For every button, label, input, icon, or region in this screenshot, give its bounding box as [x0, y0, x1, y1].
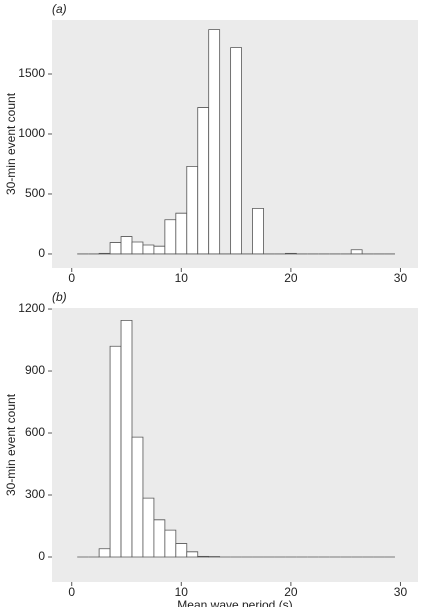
histogram-bar: [153, 519, 166, 558]
y-tick-label: 0: [38, 246, 45, 260]
histogram-bar: [164, 529, 177, 558]
x-tick-label: 30: [394, 271, 408, 285]
histogram-bar: [109, 242, 122, 255]
histogram-bar: [285, 252, 297, 255]
y-tick-label: 600: [25, 425, 45, 439]
y-axis-label: 30-min event count: [4, 92, 18, 195]
y-tick-label: 1200: [18, 301, 45, 315]
plot-background: [52, 308, 418, 582]
histogram-bar: [153, 245, 166, 255]
histogram-bar: [252, 207, 264, 255]
y-tick-label: 900: [25, 363, 45, 377]
histogram-bar: [186, 165, 199, 255]
y-tick-label: 500: [25, 186, 45, 200]
histogram-bar: [109, 345, 122, 558]
histogram-bar: [197, 107, 210, 255]
histogram-bar: [131, 241, 144, 255]
histogram-bar: [142, 497, 155, 558]
histogram-bar: [164, 219, 177, 255]
x-tick-label: 30: [394, 585, 408, 599]
y-axis-label: 30-min event count: [4, 393, 18, 496]
x-tick-label: 0: [68, 271, 75, 285]
histogram-bar: [175, 543, 188, 558]
x-tick-label: 20: [284, 585, 298, 599]
y-tick-label: 300: [25, 487, 45, 501]
x-axis-label: Mean wave period (s): [177, 598, 292, 607]
histogram-bar: [131, 436, 144, 558]
panel-label: (a): [52, 2, 67, 16]
histogram-bar: [208, 29, 221, 255]
histogram-bar: [98, 548, 111, 558]
histogram-bar: [98, 252, 111, 255]
histogram-bar: [350, 249, 363, 255]
histogram-bar: [186, 551, 199, 558]
histogram-bar: [120, 319, 133, 558]
y-tick-label: 0: [38, 549, 45, 563]
x-tick-label: 20: [284, 271, 298, 285]
y-tick-label: 1500: [18, 66, 45, 80]
x-tick-label: 0: [68, 585, 75, 599]
panel-label: (b): [52, 290, 67, 304]
x-tick-label: 10: [175, 585, 189, 599]
histogram-bar: [230, 47, 242, 255]
y-tick-label: 1000: [18, 126, 45, 140]
histogram-bar: [142, 244, 155, 255]
x-tick-label: 10: [175, 271, 189, 285]
histogram-bar: [175, 212, 188, 255]
histogram-bar: [120, 236, 133, 255]
histogram-bar: [197, 555, 210, 558]
